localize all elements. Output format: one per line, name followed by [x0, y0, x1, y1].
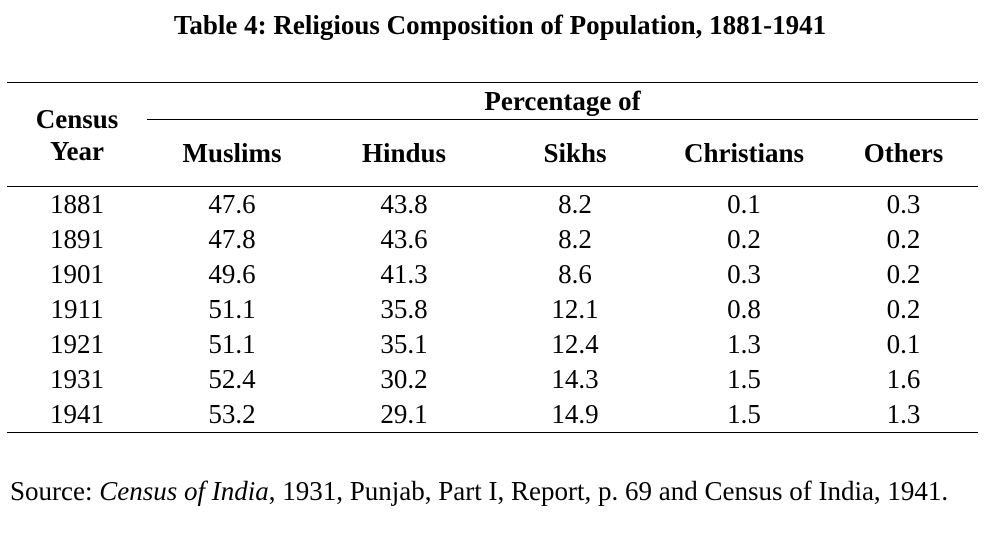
census-year-header-line1: Census	[35, 103, 119, 134]
cell-sikhs: 14.9	[491, 397, 659, 433]
table-body: 1881 47.6 43.8 8.2 0.1 0.3 1891 47.8 43.…	[7, 187, 978, 433]
column-header-muslims: Muslims	[147, 119, 317, 187]
cell-others: 0.1	[886, 329, 921, 359]
cell-hindus: 41.3	[380, 259, 428, 289]
cell-sikhs: 12.4	[551, 329, 599, 359]
cell-christians: 1.3	[727, 329, 761, 359]
table-row: 1941 53.2 29.1 14.9 1.5 1.3	[7, 397, 978, 433]
column-header-hindus: Hindus	[317, 119, 491, 187]
cell-christians: 1.5	[727, 364, 761, 394]
table-row: 1901 49.6 41.3 8.6 0.3 0.2	[7, 257, 978, 292]
cell-muslims: 53.2	[147, 397, 317, 433]
cell-year: 1921	[50, 329, 104, 359]
cell-christians: 0.1	[727, 189, 761, 219]
column-header-sikhs: Sikhs	[491, 119, 659, 187]
cell-christians: 0.2	[727, 224, 761, 254]
cell-year: 1911	[50, 294, 104, 324]
cell-muslims: 52.4	[208, 364, 256, 394]
cell-sikhs: 8.6	[558, 259, 592, 289]
cell-muslims: 51.1	[208, 294, 256, 324]
source-prefix: Source:	[10, 476, 100, 506]
cell-muslims: 47.6	[208, 189, 256, 219]
cell-hindus: 43.6	[380, 224, 428, 254]
cell-hindus: 43.8	[380, 189, 428, 219]
cell-hindus: 35.8	[380, 294, 428, 324]
census-year-header: Census Year	[7, 82, 147, 187]
cell-hindus: 35.1	[380, 329, 428, 359]
cell-sikhs: 14.3	[551, 364, 599, 394]
cell-year: 1891	[50, 224, 104, 254]
source-italic-title: Census of India	[99, 476, 269, 506]
cell-christians: 0.3	[727, 259, 761, 289]
cell-year: 1901	[50, 259, 104, 289]
census-year-header-line2: Year	[50, 135, 104, 166]
cell-others: 0.2	[886, 224, 921, 254]
cell-others: 1.3	[829, 397, 978, 433]
table-title: Table 4: Religious Composition of Popula…	[173, 10, 827, 40]
column-header-christians: Christians	[659, 119, 829, 187]
cell-sikhs: 12.1	[551, 294, 599, 324]
cell-hindus: 29.1	[317, 397, 491, 433]
table-row: 1891 47.8 43.6 8.2 0.2 0.2	[7, 222, 978, 257]
cell-year: 1881	[50, 189, 104, 219]
cell-hindus: 30.2	[380, 364, 428, 394]
source-rest: , 1931, Punjab, Part I, Report, p. 69 an…	[268, 476, 949, 506]
source-note: Source: Census of India, 1931, Punjab, P…	[10, 474, 1000, 508]
table-row: 1911 51.1 35.8 12.1 0.8 0.2	[7, 292, 978, 327]
cell-christians: 1.5	[659, 397, 829, 433]
cell-others: 0.3	[886, 189, 921, 219]
cell-others: 0.2	[886, 294, 921, 324]
cell-sikhs: 8.2	[558, 224, 592, 254]
cell-others: 1.6	[886, 364, 921, 394]
religious-composition-table: Census Year Percentage of Muslims Hindus…	[7, 82, 978, 433]
column-header-others: Others	[829, 119, 978, 187]
percentage-of-header: Percentage of	[147, 82, 978, 120]
cell-others: 0.2	[886, 259, 921, 289]
cell-christians: 0.8	[727, 294, 761, 324]
table-row: 1881 47.6 43.8 8.2 0.1 0.3	[7, 187, 978, 223]
table-row: 1921 51.1 35.1 12.4 1.3 0.1	[7, 327, 978, 362]
table-row: 1931 52.4 30.2 14.3 1.5 1.6	[7, 362, 978, 397]
cell-muslims: 49.6	[208, 259, 256, 289]
cell-year: 1931	[50, 364, 104, 394]
cell-muslims: 51.1	[208, 329, 256, 359]
cell-muslims: 47.8	[208, 224, 256, 254]
cell-sikhs: 8.2	[558, 189, 592, 219]
cell-year: 1941	[7, 397, 147, 433]
